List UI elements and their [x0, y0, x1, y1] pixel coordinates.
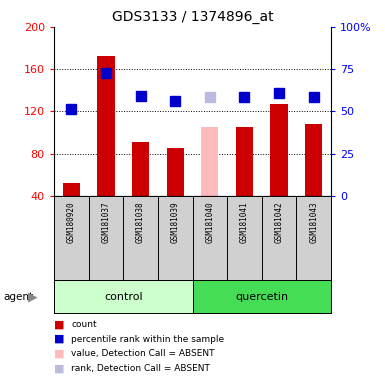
- Text: GSM181039: GSM181039: [171, 202, 180, 243]
- Text: ■: ■: [54, 319, 64, 329]
- Text: GSM181038: GSM181038: [136, 202, 145, 243]
- Text: count: count: [71, 320, 97, 329]
- Text: quercetin: quercetin: [235, 291, 288, 302]
- Text: ■: ■: [54, 349, 64, 359]
- Text: GSM181040: GSM181040: [205, 202, 214, 243]
- Bar: [132, 142, 149, 196]
- Bar: [167, 148, 184, 196]
- Bar: [192, 280, 331, 313]
- Text: percentile rank within the sample: percentile rank within the sample: [71, 334, 224, 344]
- Text: value, Detection Call = ABSENT: value, Detection Call = ABSENT: [71, 349, 215, 358]
- Text: GSM181041: GSM181041: [240, 202, 249, 243]
- Text: ■: ■: [54, 334, 64, 344]
- Bar: [54, 280, 192, 313]
- Bar: [236, 127, 253, 196]
- Bar: [62, 183, 80, 196]
- Text: rank, Detection Call = ABSENT: rank, Detection Call = ABSENT: [71, 364, 210, 373]
- Text: GSM180920: GSM180920: [67, 202, 76, 243]
- Bar: [201, 127, 219, 196]
- Bar: [271, 104, 288, 196]
- Text: ▶: ▶: [28, 290, 38, 303]
- Text: GDS3133 / 1374896_at: GDS3133 / 1374896_at: [112, 10, 273, 23]
- Text: ■: ■: [54, 363, 64, 373]
- Bar: [305, 124, 323, 196]
- Text: control: control: [104, 291, 142, 302]
- Text: GSM181037: GSM181037: [101, 202, 110, 243]
- Bar: [97, 56, 115, 196]
- Text: GSM181043: GSM181043: [309, 202, 318, 243]
- Text: GSM181042: GSM181042: [275, 202, 284, 243]
- Text: agent: agent: [4, 291, 34, 302]
